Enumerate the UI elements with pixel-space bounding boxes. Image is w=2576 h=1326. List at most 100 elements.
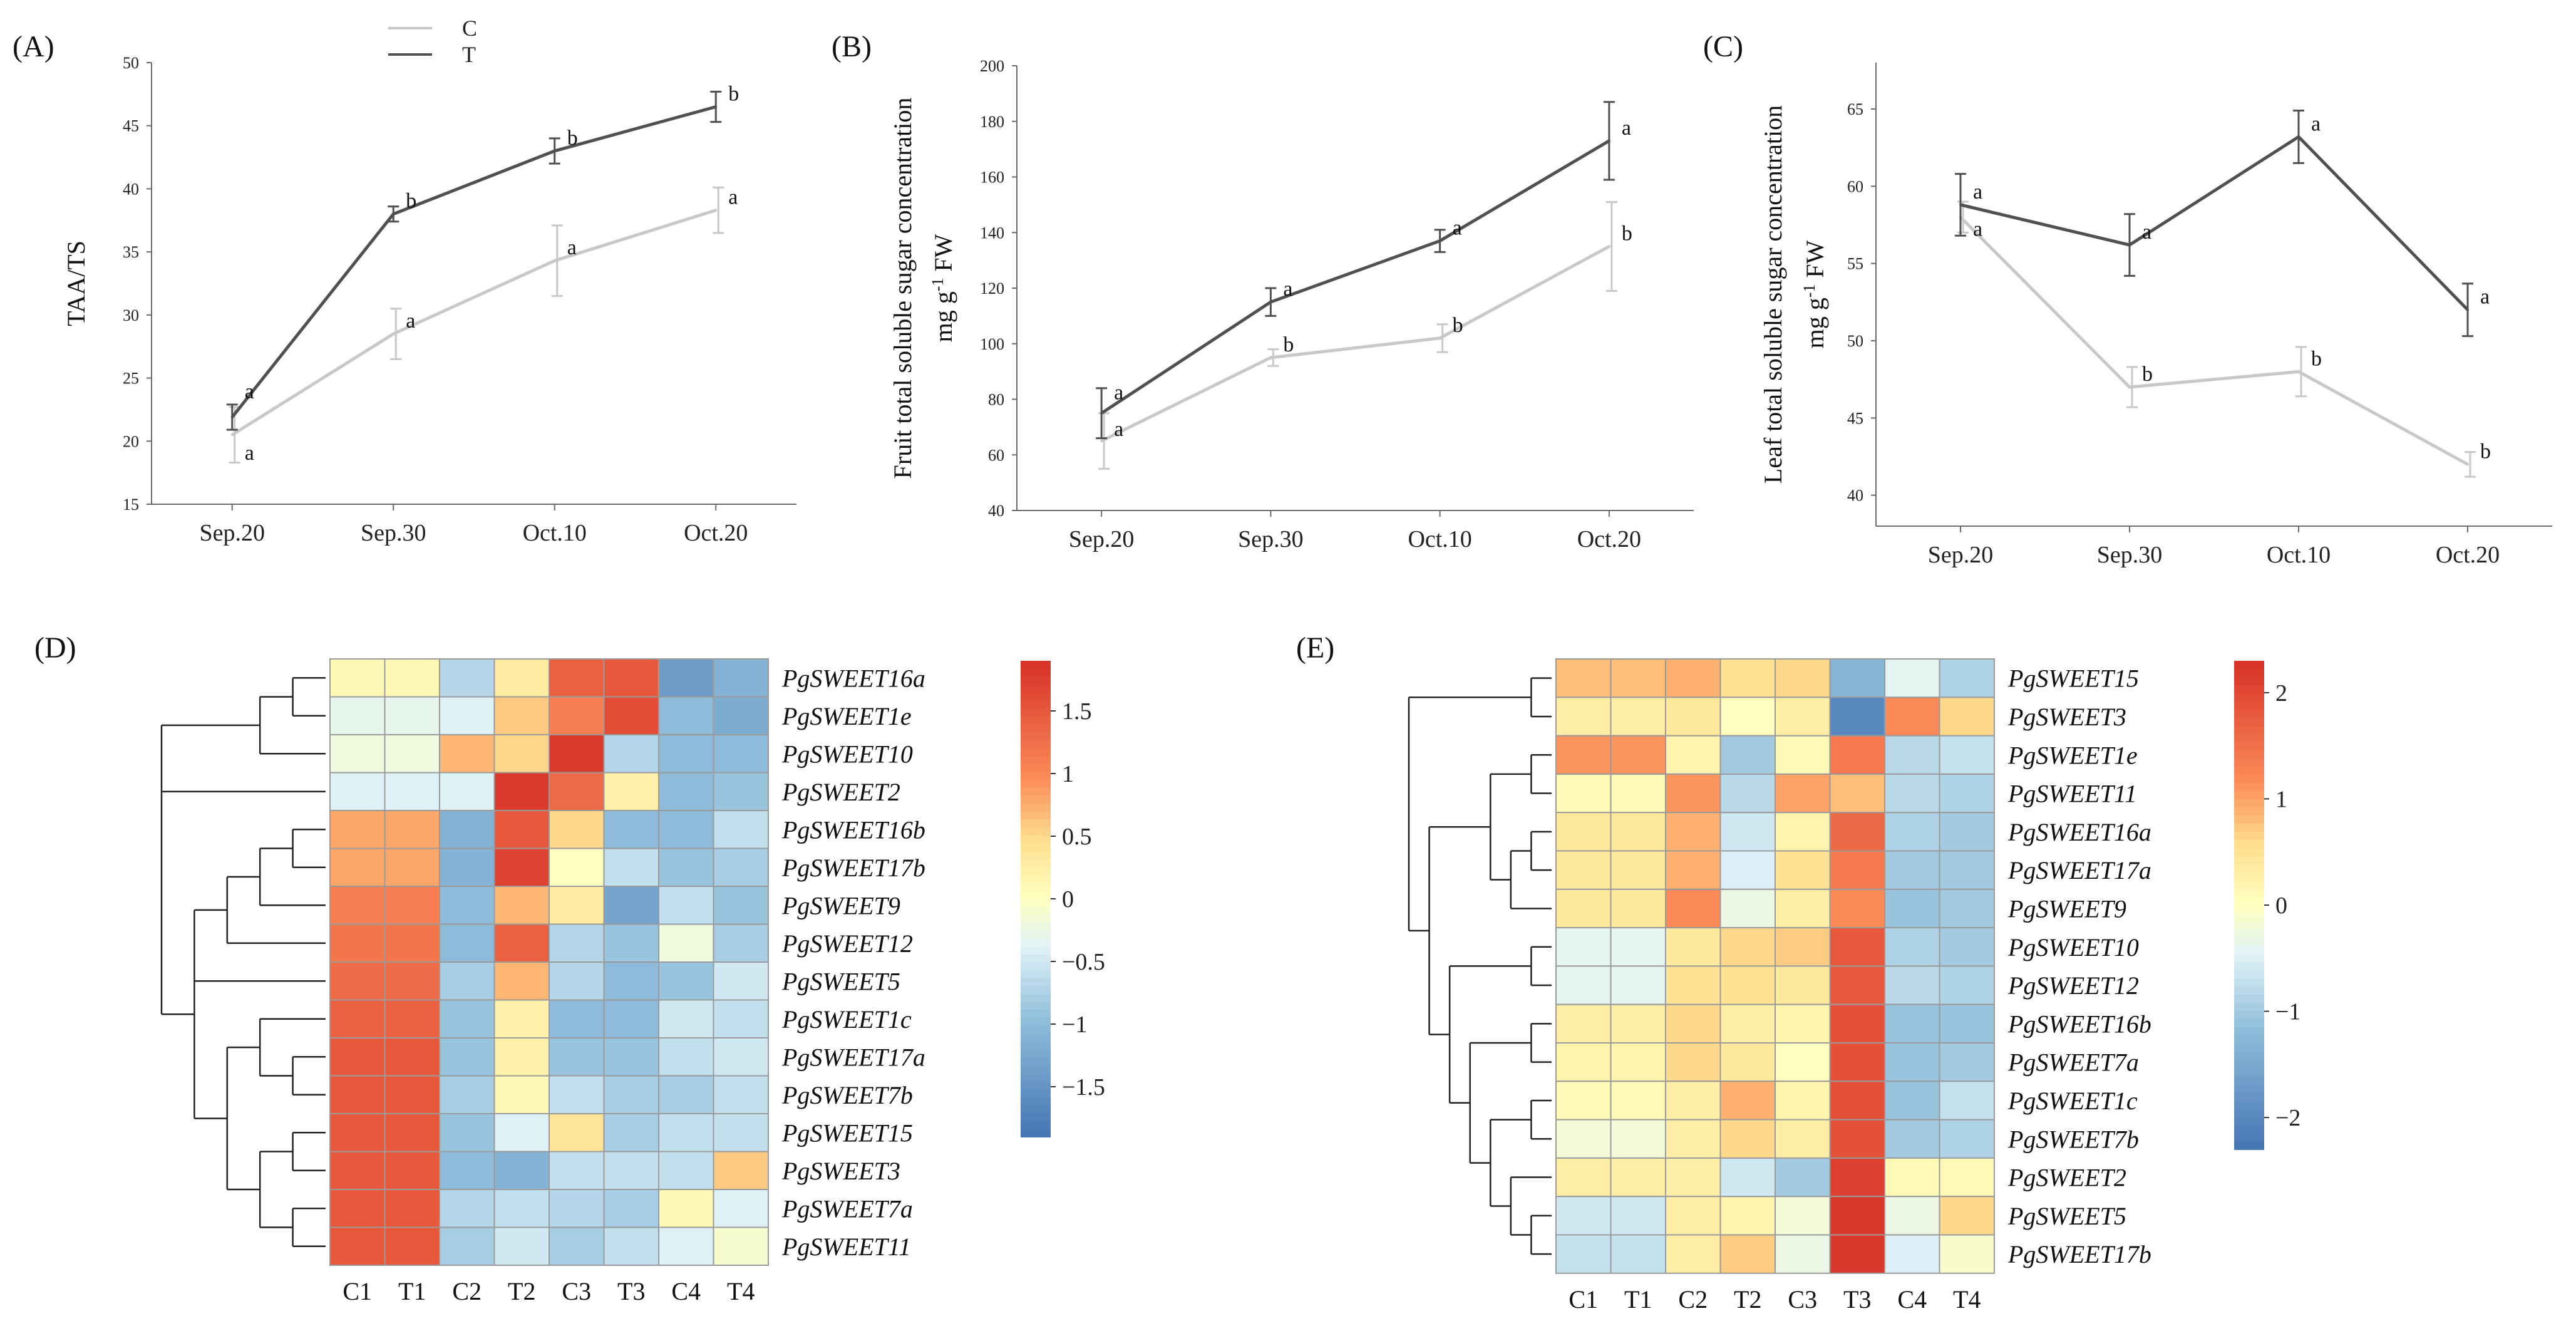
colorbar-segment [1021,764,1051,773]
heatmap-cell [329,886,386,925]
row-label: PgSWEET15 [781,1119,913,1147]
heatmap-cell [1555,1119,1612,1159]
colorbar-segment [2234,710,2264,718]
heatmap-cell [1829,850,1885,890]
row-label: PgSWEET11 [2007,780,2137,808]
heatmap-cell [329,658,386,698]
heatmap-cell [1775,1080,1831,1121]
row-label: PgSWEET16b [781,816,925,844]
heatmap-cell [1939,1080,1995,1121]
data-point-T [1607,139,1610,142]
heatmap-cell [493,1151,550,1190]
y-tick-label: 50 [1847,332,1863,350]
heatmap-cell [1719,965,1776,1005]
heatmap-cell [1775,697,1831,737]
heatmap-cell [439,1113,495,1152]
y-tick-label: 160 [980,168,1004,187]
colorbar-segment [2234,905,2264,914]
colorbar-segment [1021,994,1051,1003]
colorbar-segment [1021,1042,1051,1050]
colorbar-tick-label: 1.5 [1062,698,1092,725]
heatmap-cell [1719,1119,1776,1159]
colorbar-segment [2234,881,2264,889]
heatmap-cell [713,772,769,811]
y-tick-label: 60 [1847,177,1863,195]
colorbar-segment [1021,787,1051,797]
heatmap-cell [1775,658,1831,698]
heatmap-cell [1939,850,1995,890]
heatmap-cell [549,1189,605,1228]
y-axis-title: Leaf total soluble sugar concentration [1759,105,1787,484]
heatmap-cell [384,1151,440,1190]
series-line-T [230,105,716,418]
colorbar-segment [1021,914,1051,923]
heatmap-cell [1719,1234,1776,1274]
colorbar-segment [2234,702,2264,710]
heatmap-cell [329,1113,386,1152]
colorbar-segment [1021,1033,1051,1042]
heatmap-cell [1775,850,1831,890]
heatmap-cell [549,1226,605,1266]
heatmap-cell [329,961,386,1001]
colorbar-segment [2234,848,2264,857]
heatmap-cell [713,847,769,887]
heatmap-cell [439,1189,495,1228]
colorbar-tick-label: 0 [1062,886,1074,913]
colorbar-segment [2234,1060,2264,1069]
line-chart-0: (A) 15 20 25 30 35 40 45 50 Sep.20 Sep.30 Oct.10 Oct… [13,16,796,546]
heatmap-cell [1829,1119,1885,1159]
heatmap-cell [1775,1003,1831,1044]
column-label: C3 [1788,1285,1817,1313]
colorbar-segment [1021,875,1051,884]
data-point-C [2297,370,2300,373]
significance-letter: a [1973,180,1982,204]
significance-letter: b [2142,363,2153,386]
data-point-T [2466,308,2469,311]
y-axis-unit-tail: FW [1801,240,1829,284]
y-tick-label: 30 [123,306,139,324]
significance-letter: a [1453,217,1462,240]
heatmap-cell [549,1075,605,1114]
colorbar-segment [2234,661,2264,670]
heatmap-cell [1829,1234,1885,1274]
heatmap-cell [1610,1042,1666,1082]
heatmap-cell [603,696,659,735]
colorbar-segment [2234,775,2264,784]
heatmap-cell [1665,1157,1721,1198]
row-label: PgSWEET17b [2007,1240,2151,1268]
significance-letter: a [2311,112,2321,135]
heatmap-4: (E) PgSWEET15 PgSWEET3 PgSWEET1e PgSWEET11 Pg… [1296,631,2300,1313]
row-label: PgSWEET7b [2007,1125,2139,1153]
heatmap-cell [384,961,440,1001]
colorbar-segment [1021,851,1051,860]
series-line-T [1960,135,2469,311]
data-point-T [714,105,718,108]
heatmap-cell [1829,1003,1885,1044]
row-label: PgSWEET2 [781,778,900,806]
colorbar-segment [1021,906,1051,916]
data-point-C [1100,440,1103,443]
line-chart-1: (B) 40 60 80 100 120 140 160 180 200 Sep.20 Sep.30 O… [832,30,1694,552]
y-axis-unit: mg g-1 FW [929,234,957,342]
heatmap-cell [1719,1042,1776,1082]
heatmap-cell [493,772,550,811]
colorbar-segment [2234,824,2264,832]
heatmap-cell [493,1037,550,1077]
colorbar-segment [1021,724,1051,733]
x-tick-label: Oct.20 [684,520,748,546]
y-axis-unit-tail: FW [929,234,957,277]
heatmap-cell [1829,888,1885,929]
heatmap-cell [713,961,769,1001]
significance-letter: a [567,236,577,259]
colorbar-segment [2234,742,2264,751]
significance-letter: b [1283,333,1294,356]
heatmap-cell [1775,927,1831,967]
colorbar-segment [2234,1052,2264,1060]
heatmap-cell [713,734,769,774]
heatmap-cell [1775,1157,1831,1198]
heatmap-cell [1719,850,1776,890]
heatmap-cell [603,886,659,925]
colorbar-segment [2234,669,2264,678]
column-label: C4 [1897,1285,1927,1313]
